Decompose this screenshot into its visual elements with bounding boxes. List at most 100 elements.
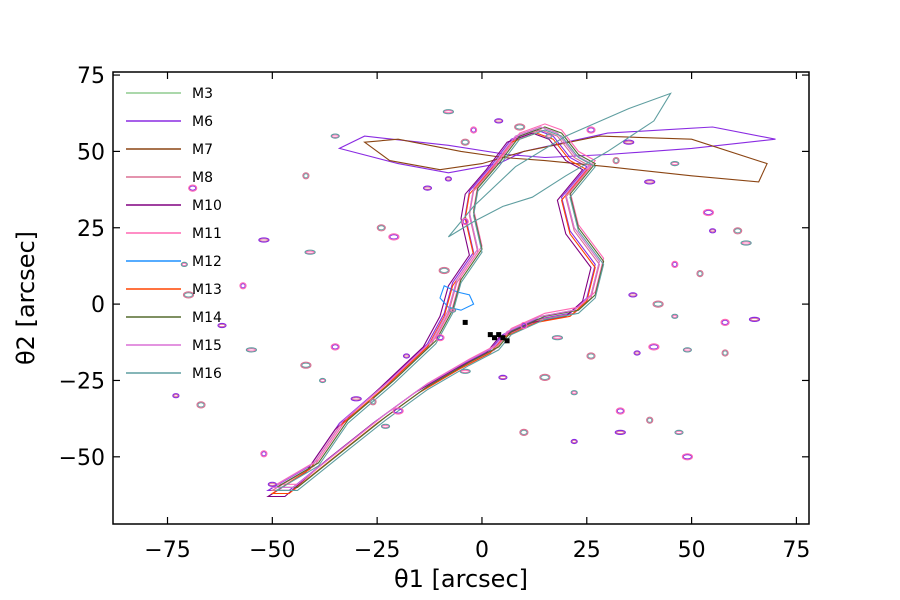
small-contour xyxy=(369,398,377,406)
small-contour xyxy=(180,261,188,267)
small-contour-inner xyxy=(301,362,311,368)
small-contour xyxy=(442,109,454,115)
small-contour xyxy=(720,318,730,326)
small-contour-inner xyxy=(377,225,385,231)
small-contour xyxy=(682,347,693,353)
image-marker xyxy=(504,338,510,344)
small-contour-inner xyxy=(331,344,339,350)
small-contour xyxy=(671,260,679,268)
small-contour-inner xyxy=(587,353,595,359)
small-contour xyxy=(612,157,620,165)
small-contour-inner xyxy=(647,417,653,423)
small-contour-inner xyxy=(613,158,619,164)
small-contour-inner xyxy=(722,350,728,356)
small-contour-inner xyxy=(246,348,256,352)
critical-curve-contours xyxy=(172,92,776,498)
small-contour xyxy=(435,334,445,342)
small-contour-inner xyxy=(710,229,715,233)
small-contour xyxy=(402,353,411,359)
legend-entry: M15 xyxy=(192,338,222,354)
small-contour xyxy=(681,453,694,461)
small-contour xyxy=(461,218,469,226)
small-contour-inner xyxy=(675,430,683,434)
small-contour-inner xyxy=(684,348,691,352)
small-contour-inner xyxy=(571,440,577,443)
contour-m13-8 xyxy=(270,132,596,495)
small-contour xyxy=(300,361,312,369)
image-marker xyxy=(462,319,468,325)
small-contour xyxy=(388,233,400,241)
image-marker xyxy=(492,335,497,341)
small-contour-inner xyxy=(750,317,759,321)
y-axis-label: θ2 [arcsec] xyxy=(12,231,40,365)
image-marker xyxy=(500,335,506,341)
small-contour xyxy=(648,343,660,351)
small-contour xyxy=(422,185,433,191)
small-contour-inner xyxy=(351,397,361,401)
small-contour-inner xyxy=(240,283,246,289)
small-contour xyxy=(330,133,340,139)
legend-entry: M14 xyxy=(192,310,222,326)
small-contour-inner xyxy=(615,430,625,434)
x-tick-label: −25 xyxy=(354,538,400,563)
small-contour xyxy=(733,227,743,235)
small-contour xyxy=(380,423,391,429)
small-contour-inner xyxy=(521,323,527,328)
small-contour xyxy=(671,313,679,319)
small-contour xyxy=(217,322,227,329)
legend: M3 M6 M7 M8 M10 M11 M12 M13 M14 M15 M16 xyxy=(126,86,222,382)
contour-m16-11 xyxy=(274,129,605,491)
small-contour-inner xyxy=(704,210,713,215)
small-contour-inner xyxy=(189,185,197,191)
small-contour xyxy=(644,179,656,185)
x-tick-label: 0 xyxy=(475,538,489,563)
small-contour xyxy=(258,237,270,243)
small-contour xyxy=(520,321,528,330)
small-contour-inner xyxy=(553,336,562,340)
small-contour-inner xyxy=(653,301,663,307)
image-marker xyxy=(496,332,502,338)
contour-m15-10 xyxy=(270,126,600,488)
small-contour-inner xyxy=(382,424,389,428)
y-tick-label: 75 xyxy=(77,64,105,89)
small-contour xyxy=(615,407,625,415)
small-contour-inner xyxy=(672,261,678,267)
small-contour-inner xyxy=(540,374,550,380)
small-contour-inner xyxy=(515,124,525,130)
small-contour-inner xyxy=(461,139,469,145)
small-contour-inner xyxy=(450,308,456,312)
small-contour-inner xyxy=(672,314,678,318)
small-contour-inner xyxy=(460,369,470,373)
image-position-markers xyxy=(462,319,510,344)
small-contour xyxy=(614,429,626,435)
small-contour-inner xyxy=(303,173,309,179)
small-contour-inner xyxy=(462,219,468,225)
x-axis-label: θ1 [arcsec] xyxy=(394,565,528,593)
small-contour-inner xyxy=(587,127,595,133)
contour-m11-6 xyxy=(274,123,605,485)
small-contour-inner xyxy=(616,408,624,414)
small-contour-inner xyxy=(197,402,205,408)
contour-m8-4 xyxy=(270,129,600,491)
small-contour xyxy=(519,428,529,436)
legend-entry: M12 xyxy=(192,254,222,270)
small-contour-inner xyxy=(443,110,453,114)
small-contour-inner xyxy=(184,292,193,298)
small-contour-inner xyxy=(259,238,269,242)
y-tick-label: −50 xyxy=(59,446,105,471)
x-axis-ticks: −75 −50 −25 0 25 50 75 xyxy=(144,72,810,563)
small-contour xyxy=(646,416,654,424)
small-contour-inner xyxy=(268,482,276,486)
image-marker xyxy=(487,332,493,338)
small-contour xyxy=(438,266,450,275)
small-contour-inner xyxy=(393,408,403,414)
small-contour xyxy=(260,450,268,458)
x-tick-label: −50 xyxy=(249,538,295,563)
small-contour xyxy=(570,438,578,445)
small-contour xyxy=(459,368,471,374)
small-contour-inner xyxy=(649,344,659,350)
small-contour-inner xyxy=(671,162,679,166)
contour-m3-0 xyxy=(270,126,600,488)
plot-frame xyxy=(112,71,810,525)
